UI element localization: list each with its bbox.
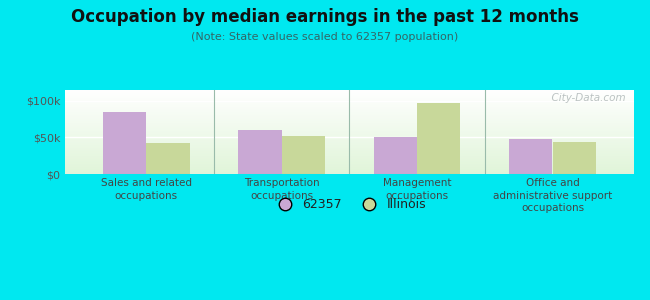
Bar xyxy=(374,137,417,174)
Bar xyxy=(281,136,325,174)
Bar xyxy=(509,139,552,174)
Bar xyxy=(146,142,190,174)
Bar xyxy=(103,112,146,174)
Text: City-Data.com: City-Data.com xyxy=(545,92,625,103)
Text: Occupation by median earnings in the past 12 months: Occupation by median earnings in the pas… xyxy=(71,8,579,26)
Bar xyxy=(417,103,460,174)
Legend: 62357, Illinois: 62357, Illinois xyxy=(267,194,432,217)
Bar xyxy=(552,142,596,174)
Bar xyxy=(239,130,281,174)
Text: (Note: State values scaled to 62357 population): (Note: State values scaled to 62357 popu… xyxy=(191,32,459,41)
